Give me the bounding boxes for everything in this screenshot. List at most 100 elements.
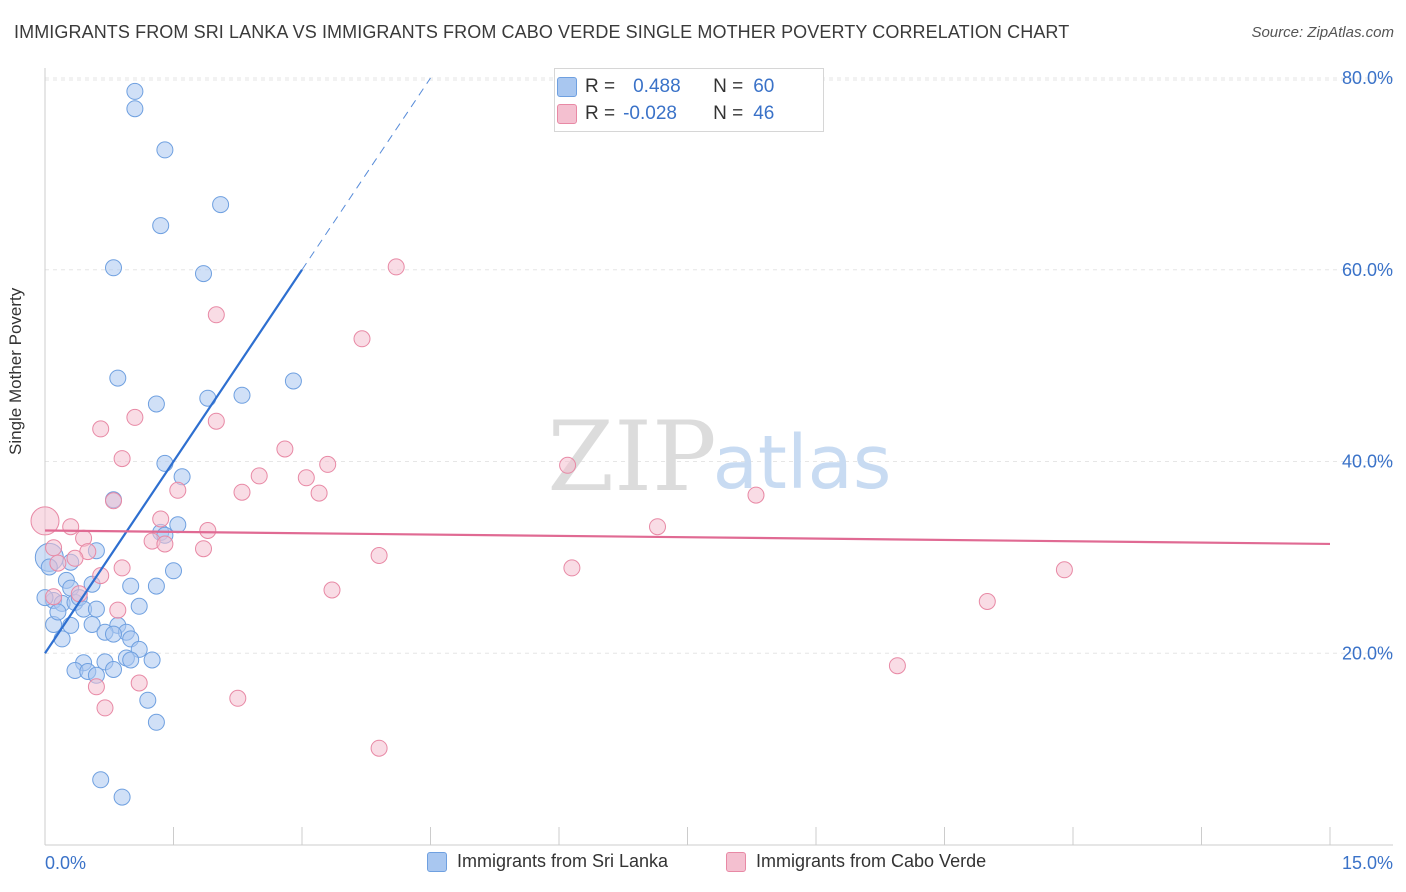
tick-labels: 20.0% 40.0% 60.0% 80.0% 0.0% 15.0%	[45, 68, 1393, 873]
trend-extension-sri-lanka	[301, 77, 431, 271]
data-point-cabo-verde	[978, 593, 996, 610]
data-point-sri-lanka	[105, 259, 122, 277]
data-point-sri-lanka	[147, 713, 165, 731]
data-point-cabo-verde	[888, 657, 906, 675]
data-point-sri-lanka	[126, 100, 144, 118]
data-point-cabo-verde	[559, 456, 577, 474]
data-point-cabo-verde	[62, 518, 80, 536]
data-point-sri-lanka	[130, 597, 148, 615]
data-point-sri-lanka	[126, 82, 144, 100]
data-point-cabo-verde	[156, 535, 174, 553]
data-point-cabo-verde	[207, 412, 225, 430]
data-point-cabo-verde	[276, 440, 294, 458]
n-label: N =	[713, 103, 744, 124]
data-point-cabo-verde	[87, 678, 105, 696]
data-point-cabo-verde	[130, 674, 148, 692]
y-tick-label: 40.0%	[1342, 452, 1393, 472]
trend-lines	[44, 77, 1331, 654]
data-point-sri-lanka	[169, 516, 187, 534]
r-label: R =	[585, 103, 616, 124]
r-value: 0.488	[633, 76, 681, 97]
legend-label-cabo-verde: Immigrants from Cabo Verde	[756, 851, 987, 871]
data-point-sri-lanka	[122, 577, 140, 595]
data-point-sri-lanka	[143, 651, 161, 669]
y-axis-label: Single Mother Poverty	[6, 287, 25, 455]
y-tick-label: 60.0%	[1342, 260, 1393, 280]
data-point-cabo-verde	[387, 258, 405, 276]
r-label: R =	[585, 76, 616, 97]
n-value: 60	[753, 76, 775, 97]
watermark: ZIP atlas	[547, 401, 891, 513]
data-point-cabo-verde	[45, 588, 63, 606]
legend-swatch-sri-lanka	[427, 851, 447, 872]
watermark-atlas: atlas	[713, 420, 892, 506]
bottom-legend: Immigrants from Sri Lanka Immigrants fro…	[0, 851, 1406, 879]
data-point-sri-lanka	[212, 196, 230, 214]
data-point-sri-lanka	[147, 577, 165, 595]
data-point-sri-lanka	[87, 600, 105, 618]
data-point-sri-lanka	[233, 386, 251, 404]
data-point-sri-lanka	[83, 616, 101, 633]
data-point-cabo-verde	[66, 549, 84, 567]
stats-row-cabo-verde: R = -0.028 N = 46	[557, 101, 775, 127]
data-point-sri-lanka	[105, 625, 122, 643]
data-point-sri-lanka	[109, 369, 127, 387]
legend-item-sri-lanka[interactable]: Immigrants from Sri Lanka	[427, 851, 668, 872]
data-points	[30, 82, 1073, 806]
data-point-sri-lanka	[53, 630, 71, 648]
data-point-cabo-verde	[169, 481, 187, 499]
grid-lines	[45, 77, 1393, 654]
data-point-sri-lanka	[122, 651, 140, 669]
data-point-sri-lanka	[139, 691, 157, 709]
data-point-cabo-verde	[92, 567, 110, 585]
data-point-sri-lanka	[105, 661, 122, 678]
source-label: Source: ZipAtlas.com	[1251, 24, 1394, 41]
data-point-cabo-verde	[319, 455, 337, 473]
stats-row-sri-lanka: R = 0.488 N = 60	[557, 74, 775, 100]
x-tick-label: 15.0%	[1342, 853, 1393, 873]
trend-line-sri-lanka	[44, 269, 303, 654]
data-point-cabo-verde	[113, 450, 131, 468]
data-point-sri-lanka	[147, 395, 165, 413]
x-tick-label: 0.0%	[45, 853, 86, 873]
data-point-sri-lanka	[152, 217, 170, 235]
chart-title: IMMIGRANTS FROM SRI LANKA VS IMMIGRANTS …	[14, 22, 1070, 42]
data-point-sri-lanka	[49, 603, 67, 621]
legend-item-cabo-verde[interactable]: Immigrants from Cabo Verde	[726, 851, 986, 872]
data-point-cabo-verde	[747, 486, 765, 504]
data-point-cabo-verde	[310, 484, 328, 502]
watermark-zip: ZIP	[547, 401, 716, 513]
data-point-cabo-verde	[109, 601, 127, 619]
data-point-cabo-verde	[229, 689, 247, 707]
data-point-cabo-verde	[353, 330, 371, 348]
data-point-cabo-verde	[297, 469, 315, 487]
data-point-cabo-verde	[113, 559, 131, 577]
data-point-cabo-verde	[370, 739, 388, 757]
n-value: 46	[753, 103, 775, 124]
data-point-cabo-verde	[563, 559, 581, 577]
data-point-cabo-verde	[1055, 561, 1073, 579]
data-point-cabo-verde	[233, 483, 251, 501]
data-point-cabo-verde	[370, 547, 388, 564]
data-point-cabo-verde	[45, 539, 63, 557]
data-point-sri-lanka	[165, 562, 182, 580]
data-point-sri-lanka	[195, 265, 212, 283]
r-value: -0.028	[623, 103, 677, 124]
n-label: N =	[713, 76, 744, 97]
data-point-sri-lanka	[156, 454, 174, 472]
data-point-cabo-verde	[199, 522, 217, 539]
data-point-cabo-verde	[649, 518, 666, 536]
data-point-cabo-verde	[30, 506, 60, 536]
legend-label-sri-lanka: Immigrants from Sri Lanka	[457, 851, 669, 871]
legend-swatch-cabo-verde	[726, 851, 746, 872]
data-point-cabo-verde	[323, 581, 341, 599]
trend-line-cabo-verde	[44, 529, 1331, 546]
data-point-cabo-verde	[126, 408, 144, 426]
data-point-cabo-verde	[105, 492, 122, 510]
data-point-sri-lanka	[284, 372, 302, 390]
data-point-cabo-verde	[96, 699, 114, 717]
data-point-cabo-verde	[152, 510, 170, 528]
data-point-sri-lanka	[156, 141, 174, 159]
axes	[44, 68, 1393, 846]
